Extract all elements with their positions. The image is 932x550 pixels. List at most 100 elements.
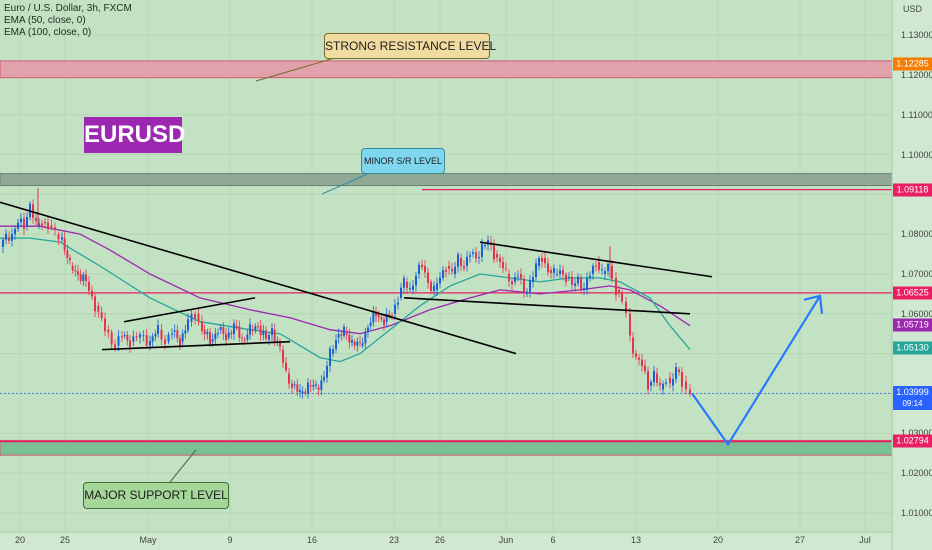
- candle-body-44: [135, 336, 138, 338]
- price-badge-value: 1.05130: [896, 342, 929, 353]
- x-tick-label: Jun: [498, 535, 514, 545]
- candle-body-64: [197, 313, 200, 322]
- price-badge: 1.05719: [893, 318, 932, 332]
- x-tick-label: Jul: [859, 535, 871, 545]
- symbol-title: Euro / U.S. Dollar, 3h, FXCM: [4, 3, 132, 14]
- x-tick-label: 9: [227, 535, 233, 545]
- y-tick-label: 1.10000: [901, 149, 932, 160]
- candle-body-37: [114, 344, 116, 348]
- candle-body-124: [361, 343, 364, 346]
- candle-body-151: [439, 277, 441, 284]
- candle-body-218: [644, 365, 646, 372]
- candle-body-23: [71, 266, 74, 271]
- candle-body-26: [79, 273, 82, 282]
- candle-body-193: [565, 274, 567, 282]
- candle-body-17: [54, 227, 56, 231]
- price-badge: 1.06525: [893, 286, 932, 300]
- candle-body-226: [669, 377, 671, 384]
- candle-body-199: [583, 287, 585, 290]
- candle-body-92: [273, 329, 276, 343]
- candle-body-18: [57, 234, 60, 240]
- legend-ema-100[interactable]: EMA (100, close, 0): [4, 27, 92, 38]
- trendline-0: [0, 201, 517, 355]
- candle-body-150: [436, 283, 438, 290]
- price-badge: 1.12285: [893, 57, 932, 70]
- candle-body-144: [418, 264, 420, 274]
- candle-body-122: [356, 341, 359, 346]
- candle-body-123: [359, 341, 361, 343]
- candle-body-45: [139, 334, 141, 338]
- candle-body-203: [595, 265, 597, 267]
- candle-body-201: [589, 275, 591, 279]
- candle-body-229: [678, 369, 680, 373]
- candle-body-71: [217, 332, 219, 334]
- candle-body-77: [233, 323, 235, 334]
- candle-body-0: [2, 239, 4, 247]
- candle-body-46: [142, 335, 145, 337]
- candle-body-88: [262, 330, 265, 336]
- candle-body-41: [126, 334, 129, 341]
- candle-body-52: [160, 329, 163, 340]
- candle-body-59: [181, 333, 184, 342]
- candle-body-62: [190, 314, 193, 322]
- candle-body-205: [601, 269, 603, 271]
- candle-body-194: [568, 276, 570, 278]
- price-badge: 1.03999 09:14: [893, 386, 932, 411]
- candle-body-219: [647, 371, 649, 390]
- callout-strong-resistance: STRONG RESISTANCE LEVEL: [324, 33, 496, 59]
- x-tick-label: May: [139, 535, 157, 545]
- candle-body-53: [164, 339, 166, 345]
- callout-major-support: MAJOR SUPPORT LEVEL: [83, 482, 229, 509]
- candle-body-141: [409, 288, 411, 290]
- candle-body-51: [157, 325, 159, 335]
- candle-body-161: [469, 255, 471, 257]
- candle-body-61: [187, 319, 189, 331]
- candle-body-54: [167, 334, 170, 342]
- candle-body-149: [433, 285, 435, 291]
- candle-body-217: [641, 359, 643, 367]
- zone-strong-resistance: [0, 60, 893, 79]
- candle-body-110: [323, 376, 325, 381]
- candle-body-138: [400, 287, 402, 298]
- candle-body-43: [132, 336, 135, 342]
- x-tick-label: 13: [630, 535, 642, 545]
- chart-legend: Euro / U.S. Dollar, 3h, FXCM EMA (50, cl…: [4, 3, 132, 39]
- price-badge: 1.09118: [893, 183, 932, 197]
- candle-body-4: [14, 228, 16, 235]
- candle-body-120: [351, 340, 353, 343]
- candle-body-85: [254, 326, 257, 330]
- candle-body-164: [478, 257, 480, 259]
- candle-body-139: [403, 278, 405, 288]
- candle-body-83: [249, 324, 251, 335]
- candle-body-68: [209, 331, 211, 345]
- candle-body-106: [312, 384, 315, 387]
- candle-body-105: [309, 385, 312, 387]
- candle-body-146: [424, 266, 426, 273]
- candle-body-173: [505, 268, 507, 270]
- candle-body-202: [592, 265, 594, 274]
- candle-body-60: [184, 330, 187, 334]
- candle-body-142: [412, 285, 414, 290]
- candle-body-200: [586, 278, 588, 290]
- candle-body-210: [618, 289, 620, 293]
- pointer-support: [169, 449, 197, 483]
- candle-body-174: [508, 273, 510, 282]
- candle-body-163: [475, 252, 477, 259]
- candle-body-167: [487, 239, 489, 246]
- candle-body-157: [457, 254, 459, 267]
- candle-body-73: [222, 327, 225, 335]
- candle-body-50: [154, 334, 157, 337]
- candle-body-94: [279, 341, 281, 347]
- candle-body-212: [625, 301, 627, 313]
- candle-body-58: [179, 338, 181, 347]
- x-tick-label: 25: [59, 535, 71, 545]
- legend-ema-50[interactable]: EMA (50, close, 0): [4, 15, 86, 26]
- candle-body-160: [466, 256, 468, 266]
- price-badge-value: 1.02794: [896, 435, 929, 446]
- candle-body-8: [26, 217, 28, 227]
- candle-body-22: [69, 258, 71, 261]
- candle-body-230: [681, 372, 683, 387]
- trendline-1: [123, 297, 256, 323]
